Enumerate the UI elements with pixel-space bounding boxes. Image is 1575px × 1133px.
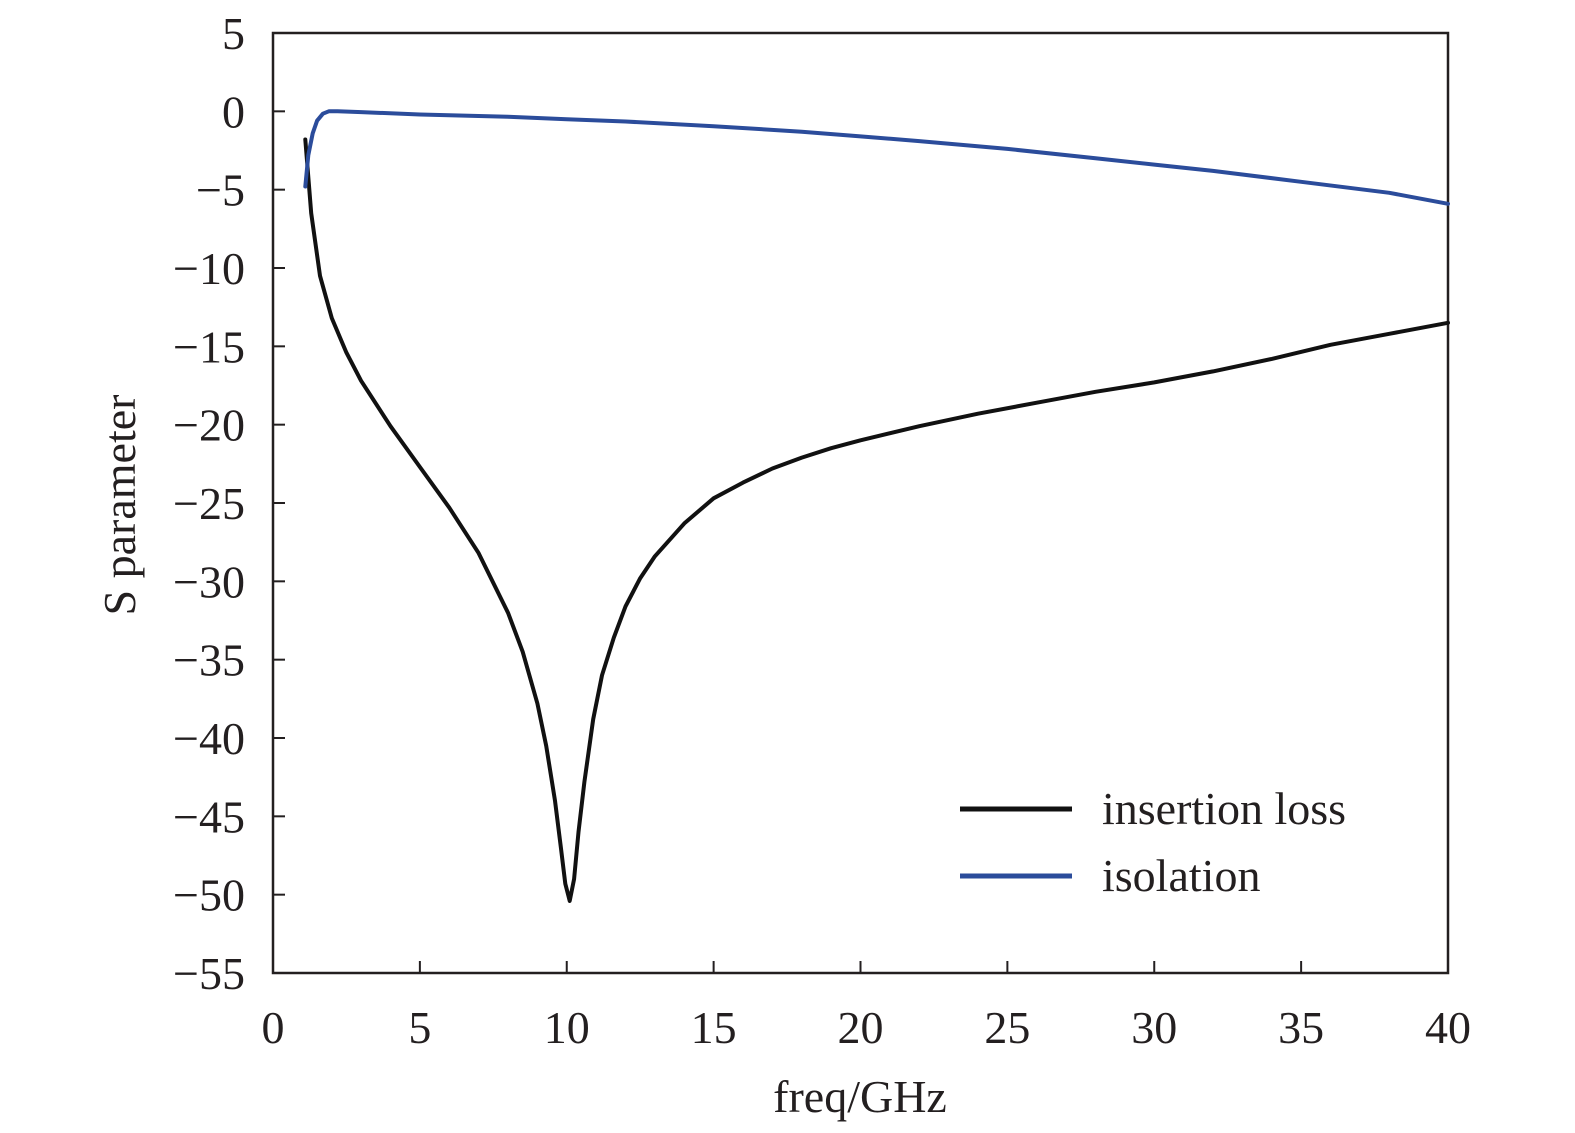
- y-tick-label: −15: [173, 321, 245, 372]
- x-axis: 0 5 10 15 20 25 30 35 40: [262, 961, 1471, 1053]
- y-axis: 5 0 −5 −10 −15 −20 −25 −30 −35 −40 −45 −50 −55: [173, 8, 285, 999]
- series-line-isolation: [303, 109, 1450, 206]
- y-tick-label: −10: [173, 243, 245, 294]
- legend-label-isolation: isolation: [1102, 850, 1260, 901]
- y-tick-label: −5: [196, 165, 245, 216]
- legend: insertion loss isolation: [960, 783, 1346, 901]
- x-axis-title: freq/GHz: [773, 1071, 947, 1122]
- y-tick-label: −35: [173, 635, 245, 686]
- y-tick-label: −55: [173, 948, 245, 999]
- y-tick-label: −25: [173, 478, 245, 529]
- y-tick-label: 0: [222, 86, 245, 137]
- y-tick-label: −40: [173, 713, 245, 764]
- x-tick-label: 35: [1278, 1002, 1324, 1053]
- y-axis-title: S parameter: [94, 395, 145, 616]
- y-tick-label: −50: [173, 870, 245, 921]
- y-tick-label: 5: [222, 8, 245, 59]
- x-tick-label: 25: [984, 1002, 1030, 1053]
- y-tick-label: −45: [173, 791, 245, 842]
- series-layer: [303, 109, 1450, 903]
- x-tick-label: 40: [1425, 1002, 1471, 1053]
- x-tick-label: 20: [838, 1002, 884, 1053]
- x-tick-label: 5: [408, 1002, 431, 1053]
- y-tick-label: −30: [173, 556, 245, 607]
- y-tick-label: −20: [173, 400, 245, 451]
- x-tick-label: 15: [691, 1002, 737, 1053]
- series-line-insertion-loss: [303, 137, 1450, 903]
- x-tick-label: 10: [544, 1002, 590, 1053]
- legend-label-insertion-loss: insertion loss: [1102, 783, 1346, 834]
- x-tick-label: 30: [1131, 1002, 1177, 1053]
- x-tick-label: 0: [262, 1002, 285, 1053]
